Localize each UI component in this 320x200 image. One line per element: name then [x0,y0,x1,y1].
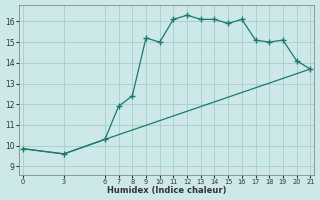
X-axis label: Humidex (Indice chaleur): Humidex (Indice chaleur) [107,186,226,195]
